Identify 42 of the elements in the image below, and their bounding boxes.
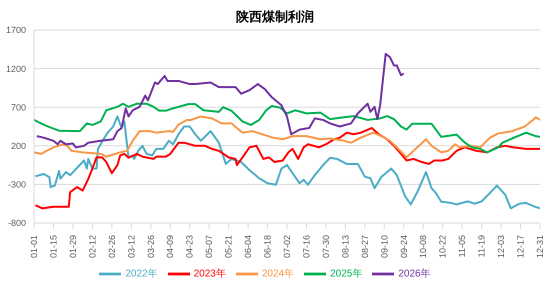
x-tick-label: 05-21 [224,235,234,258]
x-tick-label: 01-29 [68,235,78,258]
x-tick-label: 06-18 [262,235,273,258]
x-tick-label: 10-08 [418,235,428,258]
x-tick-label: 12-03 [496,235,506,258]
x-tick-label: 08-13 [340,235,350,258]
x-tick-label: 07-16 [301,235,312,258]
x-tick-label: 02-12 [87,235,98,258]
y-tick-label: 200 [10,140,26,151]
x-tick-label: 11-05 [457,235,468,258]
x-tick-label: 04-09 [165,235,176,258]
y-tick-label: 1700 [6,25,26,36]
x-tick-label: 04-23 [184,235,195,258]
x-tick-label: 12-31 [535,235,545,258]
y-tick-label: -800 [8,218,26,228]
x-tick-label: 10-22 [438,235,448,258]
legend-label: 2026年 [398,268,431,280]
x-tick-label: 06-04 [243,235,254,258]
x-tick-label: 12-17 [516,235,526,258]
x-tick-label: 08-27 [360,235,370,258]
x-tick-label: 07-02 [282,235,292,258]
x-tick-label: 03-26 [146,235,156,258]
legend-label: 2023年 [194,268,226,280]
x-tick-label: 03-12 [126,235,136,258]
x-tick-label: 11-19 [476,235,487,258]
x-tick-label: 07-30 [320,235,331,258]
line-series [34,102,540,154]
legend-label: 2022年 [125,268,158,280]
x-tick-label: 09-10 [379,235,390,258]
y-tick-label: 700 [10,102,26,112]
x-tick-label: 02-26 [106,235,117,258]
line-series [34,115,540,158]
y-tick-label: 1200 [6,64,26,74]
x-tick-label: 01-01 [29,235,39,258]
y-tick-label: -300 [8,180,26,190]
chart-title: 陕西煤制利润 [235,8,315,26]
x-tick-label: 05-07 [204,235,214,258]
x-tick-label: 01-15 [48,235,58,258]
legend-label: 2024年 [262,268,294,280]
legend-label: 2025年 [330,268,362,280]
line-series [36,52,405,148]
x-tick-label: 09-24 [398,235,409,258]
